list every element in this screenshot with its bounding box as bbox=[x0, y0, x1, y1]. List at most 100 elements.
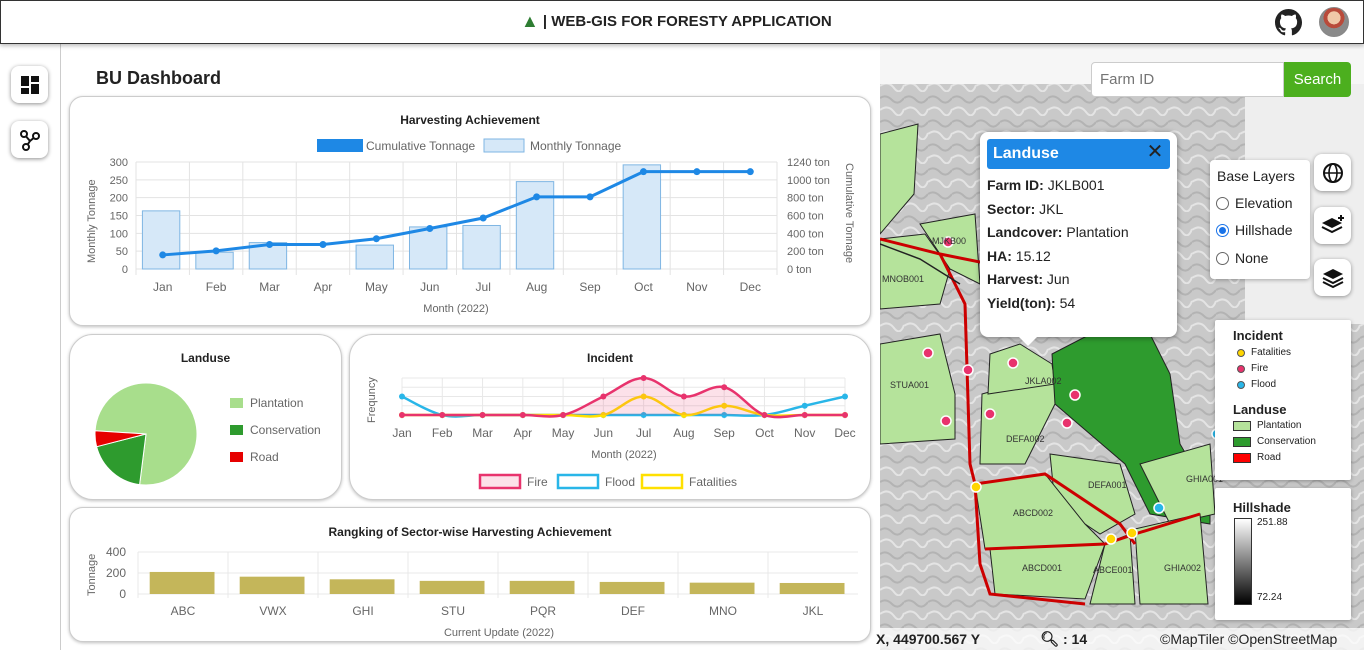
landuse-title: Landuse bbox=[180, 351, 231, 365]
y-tick-label-right: 1240 ton bbox=[787, 157, 830, 169]
fire-point bbox=[399, 412, 405, 418]
legend-label-road: Road bbox=[250, 450, 279, 464]
x-tick-label: MNO bbox=[709, 604, 737, 618]
x-tick-label: STU bbox=[441, 604, 465, 618]
zoom-level: : 14 bbox=[1063, 631, 1088, 647]
x-tick-label: May bbox=[365, 280, 388, 294]
search-button[interactable]: Search bbox=[1284, 62, 1351, 97]
ranking-bar-abc bbox=[149, 571, 215, 594]
popup-close-icon[interactable]: ✕ bbox=[1146, 141, 1164, 163]
user-avatar[interactable] bbox=[1319, 7, 1349, 37]
monthly-tonnage-bar bbox=[195, 251, 234, 270]
fatalities-point bbox=[600, 412, 607, 418]
hillshade-radio[interactable] bbox=[1216, 223, 1229, 237]
x-tick-label: Aug bbox=[673, 426, 694, 440]
x-tick-label: Dec bbox=[740, 280, 761, 294]
legend-swatch-monthly bbox=[483, 138, 525, 153]
legend-swatch-fatalities bbox=[640, 473, 684, 490]
popup-pointer bbox=[1018, 336, 1038, 346]
add-layer-icon bbox=[1321, 214, 1344, 233]
y-tick-label-right: 200 ton bbox=[787, 246, 824, 258]
add-layer-button[interactable] bbox=[1314, 207, 1351, 244]
legend-item-fire: Fire bbox=[1237, 363, 1268, 374]
y-tick-label-right: 400 ton bbox=[787, 228, 824, 240]
y-tick-label: 0 bbox=[119, 587, 126, 601]
x-tick-label: Dec bbox=[834, 426, 855, 440]
map-plot-label: GHIA001 bbox=[1186, 474, 1223, 484]
legend-swatch-flood bbox=[556, 473, 600, 490]
cumulative-tonnage-point bbox=[426, 225, 434, 233]
fatalities-point bbox=[640, 393, 647, 400]
map-legend: Incident Fatalities Fire Flood Landuse P… bbox=[1215, 320, 1351, 480]
base-layers-panel: Base Layers Elevation Hillshade None bbox=[1210, 160, 1310, 279]
y-tick-label-left: 300 bbox=[110, 157, 128, 169]
globe-button[interactable] bbox=[1314, 154, 1351, 191]
x-tick-label: May bbox=[552, 426, 575, 440]
fire-point bbox=[519, 412, 526, 418]
dashboard-button[interactable] bbox=[11, 66, 48, 103]
map-incident-marker bbox=[1105, 533, 1117, 545]
app-title-text: | WEB-GIS FOR FORESTY APPLICATION bbox=[542, 12, 832, 30]
map-plot-label: STUA001 bbox=[890, 380, 929, 390]
road-swatch bbox=[1233, 452, 1251, 463]
ranking-bar-vwx bbox=[239, 576, 305, 594]
x-tick-label: PQR bbox=[530, 604, 556, 618]
x-tick-label: Jan bbox=[153, 280, 172, 294]
farm-id-search-input[interactable] bbox=[1091, 62, 1284, 97]
x-tick-label: Nov bbox=[794, 426, 815, 440]
legend-label-cumulative: Cumulative Tonnage bbox=[366, 139, 476, 153]
monthly-tonnage-bar bbox=[141, 210, 181, 270]
github-icon[interactable] bbox=[1275, 9, 1302, 36]
fire-point bbox=[680, 393, 687, 400]
dashboard-panel: BU Dashboard Harvesting Achievement Cumu… bbox=[62, 44, 880, 650]
map-plot-label: ABCD002 bbox=[1013, 508, 1053, 518]
fire-point bbox=[560, 412, 567, 418]
ranking-chart: Tonnage Current Update (2022) 0 200 400 ABC… bbox=[86, 545, 858, 639]
ranking-bar-stu bbox=[419, 580, 485, 594]
ranking-card: Rangking of Sector-wise Harvesting Achie… bbox=[69, 507, 871, 642]
fatalities-marker-icon bbox=[1237, 348, 1245, 357]
flood-point bbox=[801, 402, 808, 409]
map-plot-label: MNOB001 bbox=[882, 274, 924, 284]
harvest-xlabel: Month (2022) bbox=[423, 303, 488, 315]
y-tick-label: 200 bbox=[106, 566, 126, 580]
incident-card: Incident Frequncy Month (2022) Jan Feb Mar… bbox=[349, 334, 871, 500]
none-radio[interactable] bbox=[1216, 251, 1229, 265]
ranking-bar-mno bbox=[689, 582, 755, 594]
map-attribution: ©MapTiler ©OpenStreetMap bbox=[1160, 631, 1338, 647]
base-layer-none-option[interactable]: None bbox=[1216, 250, 1268, 266]
legend-item-conservation: Conservation bbox=[1233, 436, 1316, 447]
incident-xlabel: Month (2022) bbox=[591, 449, 656, 461]
map-incident-marker bbox=[1126, 527, 1138, 539]
network-button[interactable] bbox=[11, 121, 48, 158]
map-boundary-line bbox=[880, 243, 961, 285]
elevation-radio[interactable] bbox=[1216, 196, 1229, 210]
monthly-tonnage-bar bbox=[408, 226, 448, 270]
x-tick-label: Apr bbox=[314, 280, 333, 294]
base-layer-elevation-option[interactable]: Elevation bbox=[1216, 195, 1293, 211]
incident-title: Incident bbox=[586, 351, 633, 365]
harvest-chart: Cumulative Tonnage Monthly Tonnage Month… bbox=[86, 138, 855, 315]
base-layer-hillshade-option[interactable]: Hillshade bbox=[1216, 222, 1293, 238]
map-incident-marker bbox=[1007, 357, 1019, 369]
popup-row-sector: Sector: JKL bbox=[987, 201, 1064, 217]
x-tick-label: Jan bbox=[392, 426, 411, 440]
monthly-tonnage-bar bbox=[462, 224, 501, 270]
top-bar: ▲ | WEB-GIS FOR FORESTY APPLICATION bbox=[0, 0, 1364, 44]
map-road-cross bbox=[984, 512, 1201, 551]
cumulative-tonnage-point bbox=[533, 193, 541, 201]
map-incident-marker bbox=[962, 364, 974, 376]
popup-row-yield: Yield(ton): 54 bbox=[987, 295, 1076, 311]
landuse-card: Landuse Plantation Conservation Road bbox=[69, 334, 342, 500]
cumulative-tonnage-point bbox=[693, 168, 701, 176]
cumulative-tonnage-point bbox=[319, 240, 327, 248]
plantation-swatch bbox=[1233, 420, 1251, 431]
layers-button[interactable] bbox=[1314, 259, 1351, 296]
map-incident-marker bbox=[922, 347, 934, 359]
popup-title: Landuse bbox=[993, 145, 1059, 162]
sidebar bbox=[0, 44, 61, 650]
monthly-tonnage-bar bbox=[355, 244, 394, 270]
ranking-bar-ghi bbox=[329, 579, 395, 594]
x-tick-label: Feb bbox=[432, 426, 453, 440]
ranking-xlabel: Current Update (2022) bbox=[444, 627, 554, 639]
